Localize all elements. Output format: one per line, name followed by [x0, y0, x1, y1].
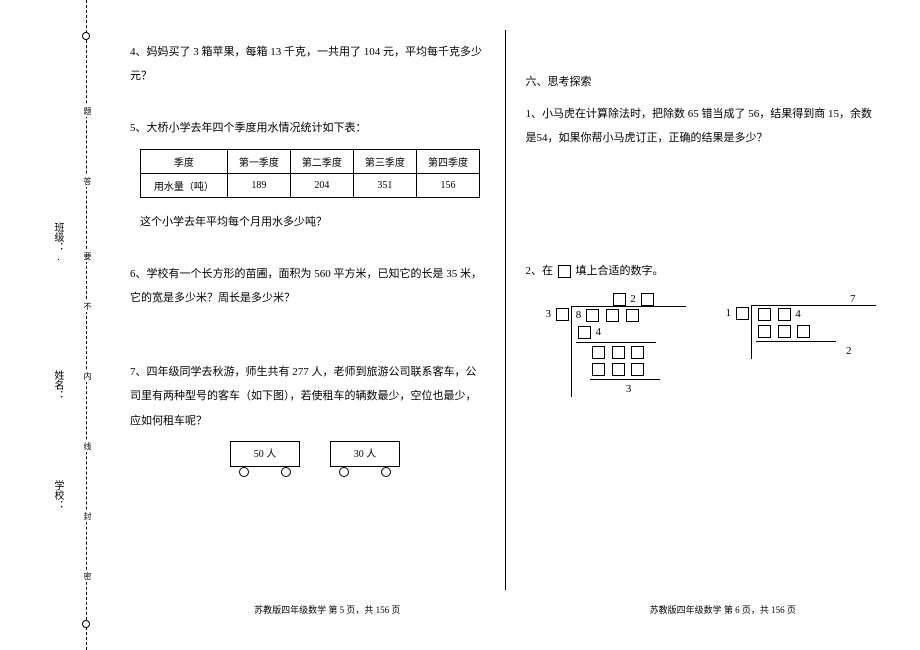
digit: 3 — [626, 383, 632, 395]
bus-diagram: 50 人 30 人 — [230, 441, 485, 467]
table-row: 季度 第一季度 第二季度 第三季度 第四季度 — [141, 149, 480, 173]
seal-text: 答 — [82, 175, 93, 187]
blank-box-icon — [612, 363, 625, 376]
table-header: 第二季度 — [290, 149, 353, 173]
digit: 8 — [576, 309, 582, 321]
label-class-line — [58, 200, 59, 260]
blank-box-icon — [631, 363, 644, 376]
question-4: 4、妈妈买了 3 箱苹果，每箱 13 千克，一共用了 104 元，平均每千克多少… — [130, 40, 485, 88]
blank-box-icon — [631, 346, 644, 359]
table-cell: 204 — [290, 173, 353, 197]
digit: 4 — [795, 308, 801, 320]
binding-dash-line — [86, 0, 87, 650]
circle-marker — [82, 32, 90, 40]
circle-marker — [82, 620, 90, 628]
table-cell: 351 — [353, 173, 416, 197]
wheel-icon — [339, 467, 349, 477]
label-school: 学校： — [50, 480, 65, 510]
table-header: 第一季度 — [227, 149, 290, 173]
section-6-title: 六、思考探索 — [526, 70, 881, 94]
blank-box-icon — [797, 325, 810, 338]
bus-label: 30 人 — [354, 449, 377, 460]
left-page: 4、妈妈买了 3 箱苹果，每箱 13 千克，一共用了 104 元，平均每千克多少… — [110, 30, 505, 620]
bus-50: 50 人 — [230, 441, 300, 467]
seal-text: 不 — [82, 300, 93, 312]
blank-box-icon — [612, 346, 625, 359]
table-header: 第三季度 — [353, 149, 416, 173]
seal-text: 封 — [82, 510, 93, 522]
digit: 3 — [546, 308, 552, 320]
seal-text: 要 — [82, 250, 93, 262]
seal-text: 密 — [82, 570, 93, 582]
page-container: 4、妈妈买了 3 箱苹果，每箱 13 千克，一共用了 104 元，平均每千克多少… — [110, 30, 900, 620]
seal-text: 内 — [82, 370, 93, 382]
bus-30: 30 人 — [330, 441, 400, 467]
seal-text: 题 — [82, 105, 93, 117]
blank-box-icon — [592, 363, 605, 376]
binding-labels: 班级： 姓名： 学校： — [50, 0, 68, 650]
question-5-ask: 这个小学去年平均每个月用水多少吨？ — [140, 210, 485, 234]
digit: 2 — [846, 345, 852, 357]
wheel-icon — [281, 467, 291, 477]
long-division-2: 7 1 4 — [726, 293, 876, 359]
digit: 7 — [850, 293, 856, 305]
blank-box-icon — [758, 325, 771, 338]
blank-box-icon — [578, 326, 591, 339]
question-r2: 2、在 填上合适的数字。 — [526, 259, 881, 283]
bus-label: 50 人 — [254, 449, 277, 460]
long-division-1: 2 3 8 — [546, 293, 686, 397]
table-row: 用水量（吨） 189 204 351 156 — [141, 173, 480, 197]
digit: 1 — [726, 307, 732, 319]
water-usage-table: 季度 第一季度 第二季度 第三季度 第四季度 用水量（吨） 189 204 35… — [140, 149, 480, 198]
table-header: 第四季度 — [416, 149, 479, 173]
blank-box-icon — [558, 265, 571, 278]
label-name: 姓名： — [50, 370, 65, 400]
blank-box-icon — [556, 308, 569, 321]
question-5-intro: 5、大桥小学去年四个季度用水情况统计如下表： — [130, 116, 485, 140]
right-page: 六、思考探索 1、小马虎在计算除法时，把除数 65 错当成了 56，结果得到商 … — [506, 30, 901, 620]
blank-box-icon — [778, 308, 791, 321]
blank-box-icon — [592, 346, 605, 359]
question-7: 7、四年级同学去秋游，师生共有 277 人，老师到旅游公司联系客车，公司里有两种… — [130, 360, 485, 433]
blank-box-icon — [606, 309, 619, 322]
table-cell: 189 — [227, 173, 290, 197]
blank-box-icon — [641, 293, 654, 306]
wheel-icon — [381, 467, 391, 477]
seal-text: 线 — [82, 440, 93, 452]
q2-tail: 填上合适的数字。 — [576, 265, 664, 277]
left-footer: 苏教版四年级数学 第 5 页，共 156 页 — [130, 603, 525, 616]
right-footer: 苏教版四年级数学 第 6 页，共 156 页 — [526, 603, 920, 616]
blank-box-icon — [626, 309, 639, 322]
q2-intro: 2、在 — [526, 265, 554, 277]
question-r1: 1、小马虎在计算除法时，把除数 65 错当成了 56，结果得到商 15，余数是5… — [526, 102, 881, 150]
blank-box-icon — [586, 309, 599, 322]
wheel-icon — [239, 467, 249, 477]
table-header: 季度 — [141, 149, 228, 173]
table-cell: 用水量（吨） — [141, 173, 228, 197]
blank-box-icon — [613, 293, 626, 306]
digit: 4 — [596, 326, 602, 338]
blank-box-icon — [736, 307, 749, 320]
digit: 2 — [630, 293, 636, 305]
blank-box-icon — [758, 308, 771, 321]
question-6: 6、学校有一个长方形的苗圃，面积为 560 平方米，已知它的长是 35 米，它的… — [130, 262, 485, 310]
blank-box-icon — [778, 325, 791, 338]
table-cell: 156 — [416, 173, 479, 197]
